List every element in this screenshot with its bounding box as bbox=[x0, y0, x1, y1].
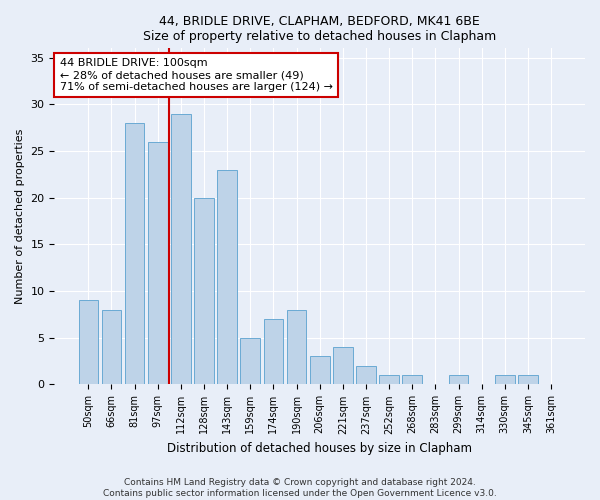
Title: 44, BRIDLE DRIVE, CLAPHAM, BEDFORD, MK41 6BE
Size of property relative to detach: 44, BRIDLE DRIVE, CLAPHAM, BEDFORD, MK41… bbox=[143, 15, 496, 43]
Bar bbox=[495, 375, 515, 384]
Bar bbox=[449, 375, 469, 384]
Bar bbox=[217, 170, 237, 384]
Bar bbox=[241, 338, 260, 384]
Bar bbox=[171, 114, 191, 384]
Bar bbox=[287, 310, 307, 384]
Y-axis label: Number of detached properties: Number of detached properties bbox=[15, 128, 25, 304]
Bar bbox=[79, 300, 98, 384]
Bar bbox=[310, 356, 329, 384]
Bar bbox=[518, 375, 538, 384]
Bar bbox=[194, 198, 214, 384]
Text: 44 BRIDLE DRIVE: 100sqm
← 28% of detached houses are smaller (49)
71% of semi-de: 44 BRIDLE DRIVE: 100sqm ← 28% of detache… bbox=[60, 58, 333, 92]
X-axis label: Distribution of detached houses by size in Clapham: Distribution of detached houses by size … bbox=[167, 442, 472, 455]
Bar bbox=[403, 375, 422, 384]
Text: Contains HM Land Registry data © Crown copyright and database right 2024.
Contai: Contains HM Land Registry data © Crown c… bbox=[103, 478, 497, 498]
Bar bbox=[148, 142, 167, 384]
Bar bbox=[263, 319, 283, 384]
Bar bbox=[101, 310, 121, 384]
Bar bbox=[125, 123, 145, 384]
Bar bbox=[356, 366, 376, 384]
Bar bbox=[333, 347, 353, 385]
Bar bbox=[379, 375, 399, 384]
